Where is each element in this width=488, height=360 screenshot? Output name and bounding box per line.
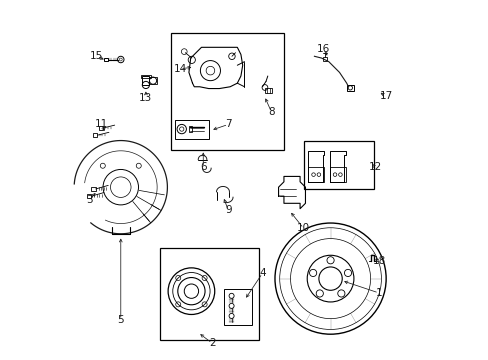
Bar: [149, 77, 156, 84]
Text: 7: 7: [224, 120, 231, 129]
Bar: [265, 88, 271, 93]
Bar: [93, 134, 97, 137]
Text: 18: 18: [371, 256, 385, 266]
Bar: [174, 120, 208, 139]
Bar: [140, 75, 151, 78]
Text: 13: 13: [139, 93, 152, 103]
Bar: [142, 76, 149, 85]
Bar: [91, 187, 96, 191]
Text: 6: 6: [200, 162, 206, 172]
Text: 10: 10: [297, 224, 309, 233]
Bar: [308, 167, 324, 182]
Text: 5: 5: [117, 315, 124, 325]
Bar: [99, 126, 103, 130]
Bar: [329, 167, 345, 182]
Bar: [188, 126, 191, 132]
Bar: [303, 140, 373, 189]
Bar: [346, 85, 353, 91]
Bar: [160, 248, 258, 339]
Text: 2: 2: [208, 338, 215, 348]
Text: 16: 16: [316, 44, 329, 54]
Text: 14: 14: [173, 64, 186, 74]
Text: 17: 17: [379, 91, 392, 101]
Text: 8: 8: [267, 107, 274, 117]
Text: 3: 3: [86, 195, 93, 205]
Text: 15: 15: [90, 51, 103, 61]
Bar: [171, 33, 284, 149]
Bar: [104, 58, 107, 61]
Bar: [322, 57, 326, 60]
Text: 4: 4: [259, 268, 265, 278]
Text: 1: 1: [375, 288, 382, 298]
Bar: [223, 289, 251, 325]
Text: 12: 12: [368, 162, 381, 172]
Text: 9: 9: [224, 206, 231, 216]
Text: 11: 11: [94, 120, 107, 129]
Bar: [87, 194, 91, 198]
